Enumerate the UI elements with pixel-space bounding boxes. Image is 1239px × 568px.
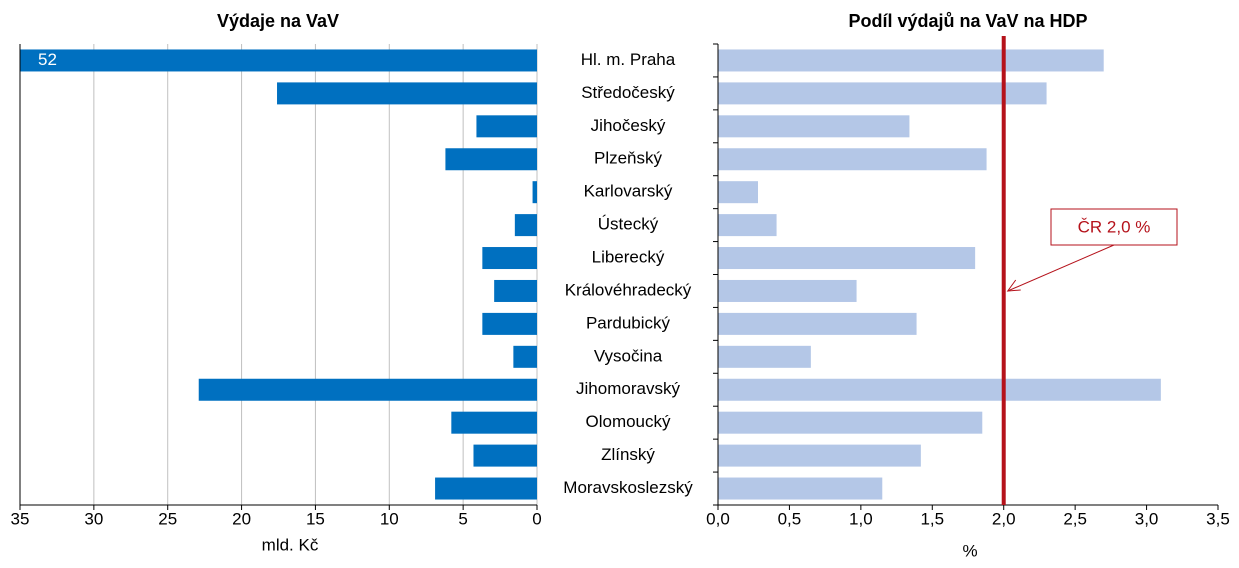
bar [482, 312, 537, 335]
x-tick-label: 20 [232, 509, 251, 528]
category-label: Liberecký [592, 248, 665, 267]
bar [473, 444, 537, 467]
x-tick-label: 2,5 [1063, 509, 1087, 528]
bar [482, 247, 537, 270]
category-label: Plzeňský [594, 149, 663, 168]
bar [513, 345, 537, 368]
category-label: Jihočeský [591, 116, 666, 135]
x-tick-label: 3,5 [1206, 509, 1230, 528]
annotation-arrow [1007, 244, 1115, 292]
bar [718, 411, 983, 434]
x-tick-label: 1,0 [849, 509, 873, 528]
annotation: ČR 2,0 % [1078, 217, 1151, 236]
bar [718, 312, 917, 335]
bar [718, 49, 1104, 72]
chart-title: Podíl výdajů na VaV na HDP [848, 11, 1087, 31]
category-label: Moravskoslezský [563, 478, 693, 497]
category-label: Karlovarský [584, 182, 673, 201]
bar [718, 214, 777, 237]
bar [718, 477, 883, 500]
category-label: Olomoucký [585, 412, 671, 431]
x-tick-label: 0 [532, 509, 541, 528]
x-tick-label: 15 [306, 509, 325, 528]
value-label: 52 [38, 50, 57, 69]
category-label: Jihomoravský [576, 379, 680, 398]
bar [718, 444, 921, 467]
bar [532, 181, 537, 204]
category-label: Pardubický [586, 313, 671, 332]
x-axis-label: % [962, 541, 977, 560]
x-tick-label: 0,5 [778, 509, 802, 528]
category-label: Hl. m. Praha [581, 50, 676, 69]
x-tick-label: 35 [11, 509, 30, 528]
bar [718, 247, 976, 270]
category-label: Vysočina [594, 346, 663, 365]
x-tick-label: 25 [158, 509, 177, 528]
x-tick-label: 30 [84, 509, 103, 528]
annotation-arrowhead [1006, 279, 1021, 292]
x-tick-label: 1,5 [920, 509, 944, 528]
bar [445, 148, 537, 171]
annotation-box [1050, 208, 1178, 246]
bar [718, 345, 811, 368]
bar [277, 82, 537, 105]
category-label: Královéhradecký [565, 280, 692, 299]
bar [718, 115, 910, 138]
bar [718, 279, 857, 302]
x-axis-label: mld. Kč [262, 535, 319, 554]
bar [476, 115, 537, 138]
x-tick-label: 10 [380, 509, 399, 528]
bar [718, 82, 1047, 105]
bar [198, 378, 537, 401]
x-tick-label: 3,0 [1135, 509, 1159, 528]
bar [718, 378, 1161, 401]
bar [20, 49, 537, 72]
bar [718, 148, 987, 171]
bar [451, 411, 537, 434]
bar [494, 279, 537, 302]
bar [718, 181, 758, 204]
bar [435, 477, 537, 500]
x-tick-label: 5 [458, 509, 467, 528]
chart-title: Výdaje na VaV [217, 11, 339, 31]
x-tick-label: 2,0 [992, 509, 1016, 528]
category-label: Ústecký [598, 215, 659, 234]
bar [514, 214, 537, 237]
category-label: Zlínský [601, 445, 655, 464]
category-label: Středočeský [581, 83, 675, 102]
x-tick-label: 0,0 [706, 509, 730, 528]
